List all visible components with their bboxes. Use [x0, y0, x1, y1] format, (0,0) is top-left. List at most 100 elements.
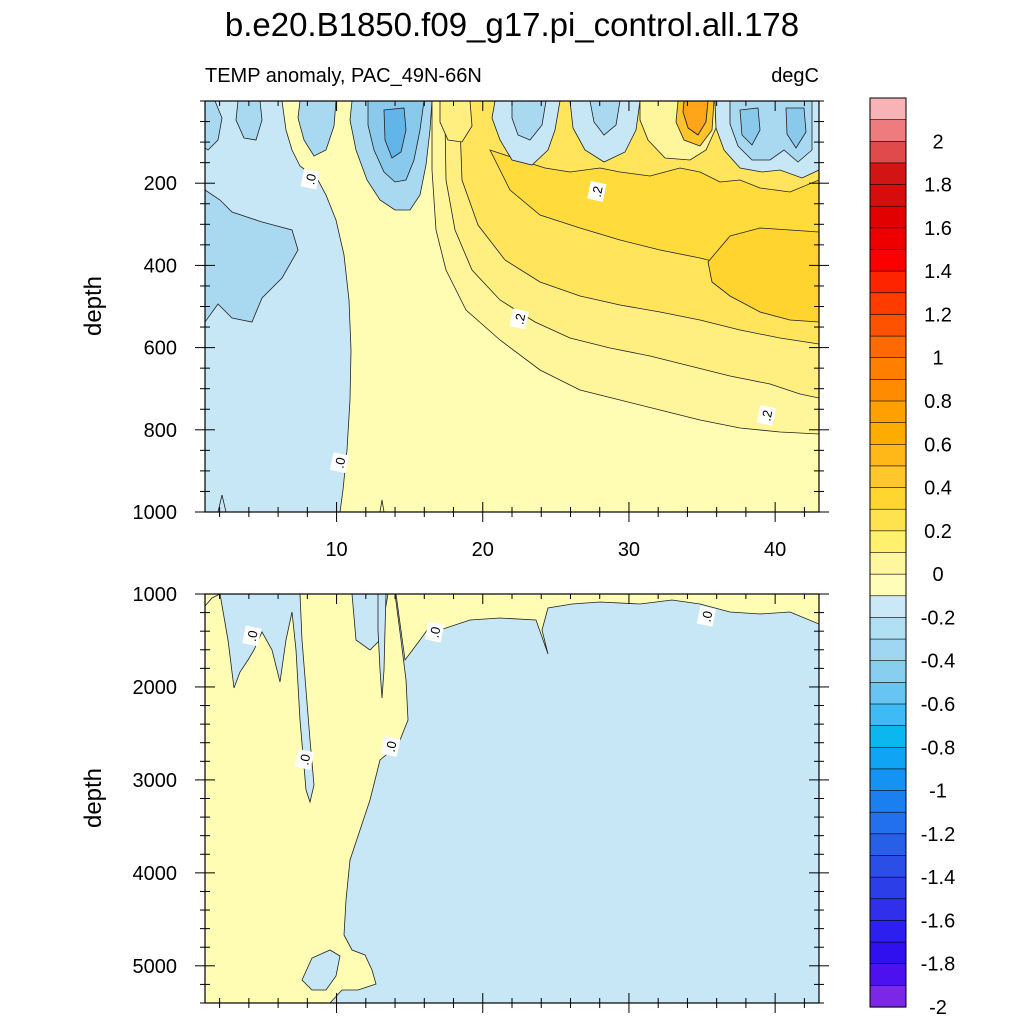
colorbar-label: 0	[932, 564, 943, 586]
upper-panel: 10 20 30 40 200 400 600 800 1000 .0 .2 .2 .2 .0 dept…	[80, 100, 829, 561]
lower-panel-contour-labels: .0 .0 .0 .0 .0	[242, 605, 717, 770]
contour-label-text: .0	[383, 740, 400, 754]
upper-panel-contour-labels: .0 .2 .2 .2 .0	[300, 168, 777, 474]
colorbar-swatch	[869, 833, 907, 857]
x-tick-label: 20	[472, 539, 494, 561]
colorbar-label: -1.8	[921, 954, 955, 976]
colorbar-label: -1.2	[921, 824, 955, 846]
contour-label: .0	[380, 735, 401, 757]
colorbar-swatch	[869, 682, 907, 705]
colorbar-label: -0.4	[921, 651, 955, 673]
colorbar-swatch	[869, 162, 907, 186]
x-tick-label: 40	[764, 539, 786, 561]
colorbar-swatch	[869, 400, 907, 424]
contour-label: .0	[300, 168, 320, 190]
colorbar-swatch	[869, 963, 907, 986]
colorbar-swatch	[869, 270, 907, 294]
y-tick-label: 1000	[133, 584, 178, 606]
colorbar-swatch	[869, 357, 907, 380]
y-tick-label: 600	[144, 338, 177, 360]
contour-label: .0	[424, 621, 445, 643]
colorbar-label: -2	[929, 997, 947, 1019]
colorbar-swatch	[869, 97, 907, 121]
colorbar-swatch	[869, 292, 907, 316]
colorbar-label: 1	[932, 348, 943, 370]
colorbar-swatch	[869, 703, 907, 727]
y-tick-label: 800	[144, 420, 177, 442]
upper-y-axis-label: depth	[80, 276, 107, 336]
contour-label-background	[300, 168, 320, 190]
colorbar-label: 2	[932, 131, 943, 153]
contour-label-text: .0	[302, 172, 319, 186]
colorbar-swatch	[869, 530, 907, 554]
x-tick-label: 30	[618, 539, 640, 561]
y-tick-label: 5000	[133, 956, 178, 978]
colorbar-swatch	[869, 335, 907, 359]
contour-label-text: .2	[758, 409, 775, 423]
contour-label: .0	[242, 625, 262, 647]
y-tick-label: 1000	[133, 502, 178, 524]
lower-panel: 1000 2000 3000 4000 5000 .0 .0 .0 .0 .0 depth	[80, 584, 829, 1013]
colorbar-label: 1.8	[924, 175, 952, 197]
lower-panel-contour-fill	[205, 594, 819, 1003]
colorbar-swatch	[869, 746, 907, 770]
contour-label-background	[509, 308, 530, 330]
colorbar-swatch	[869, 985, 907, 1008]
contour-label: .0	[329, 452, 350, 474]
colorbar-label: 0.8	[924, 391, 952, 413]
colorbar-label: -0.2	[921, 607, 955, 629]
colorbar	[869, 97, 907, 1008]
contour-label-text: .0	[427, 625, 444, 639]
contour-label-background	[756, 404, 777, 426]
upper-panel-contour-fill	[205, 101, 819, 512]
colorbar-swatch	[869, 617, 907, 640]
lower-panel-axes: 1000 2000 3000 4000 5000	[133, 584, 829, 1013]
upper-negative-region	[205, 101, 352, 512]
colorbar-swatch	[869, 811, 907, 835]
colorbar-swatch	[869, 725, 907, 748]
colorbar-swatch	[869, 941, 907, 965]
units-label: degC	[771, 65, 819, 87]
chart-title: b.e20.B1850.f09_g17.pi_control.all.178	[225, 6, 799, 43]
contour-label-text: .2	[511, 312, 528, 326]
colorbar-swatch	[869, 184, 907, 207]
y-tick-label: 4000	[133, 863, 178, 885]
lower-negative-region	[329, 594, 819, 1003]
contour-label: .2	[509, 308, 530, 330]
contour-label-background	[696, 605, 717, 627]
colorbar-label: -0.8	[921, 737, 955, 759]
colorbar-swatch	[869, 227, 907, 251]
colorbar-swatch	[869, 465, 907, 489]
colorbar-swatch	[869, 487, 907, 510]
colorbar-label: -1	[929, 781, 947, 803]
colorbar-label: 1.2	[924, 304, 952, 326]
colorbar-swatch	[869, 920, 907, 943]
colorbar-swatch	[869, 119, 907, 142]
y-tick-label: 400	[144, 255, 177, 277]
colorbar-swatch	[869, 422, 907, 445]
colorbar-swatch	[869, 638, 907, 662]
colorbar-swatch	[869, 876, 907, 900]
colorbar-swatch	[869, 205, 907, 229]
upper-warm-core	[707, 227, 819, 323]
x-tick-label: 10	[325, 539, 347, 561]
contour-label: .0	[696, 605, 717, 627]
colorbar-swatch	[869, 508, 907, 532]
colorbar-label: 0.2	[924, 521, 952, 543]
colorbar-frame	[869, 97, 907, 1008]
colorbar-swatch	[869, 573, 907, 597]
colorbar-label: 0.6	[924, 434, 952, 456]
contour-label-text: .0	[332, 456, 349, 470]
contour-label-text: .0	[296, 753, 313, 767]
y-tick-label: 200	[144, 173, 177, 195]
contour-label-background	[242, 625, 262, 647]
contour-label-background	[329, 452, 350, 474]
colorbar-label: 1.6	[924, 218, 952, 240]
colorbar-swatch	[869, 855, 907, 878]
contour-label-text: .0	[244, 629, 261, 643]
contour-label: .2	[587, 180, 607, 202]
chart-subtitle: TEMP anomaly, PAC_49N-66N	[205, 65, 482, 87]
colorbar-swatch	[869, 249, 907, 272]
colorbar-label: -1.6	[921, 910, 955, 932]
